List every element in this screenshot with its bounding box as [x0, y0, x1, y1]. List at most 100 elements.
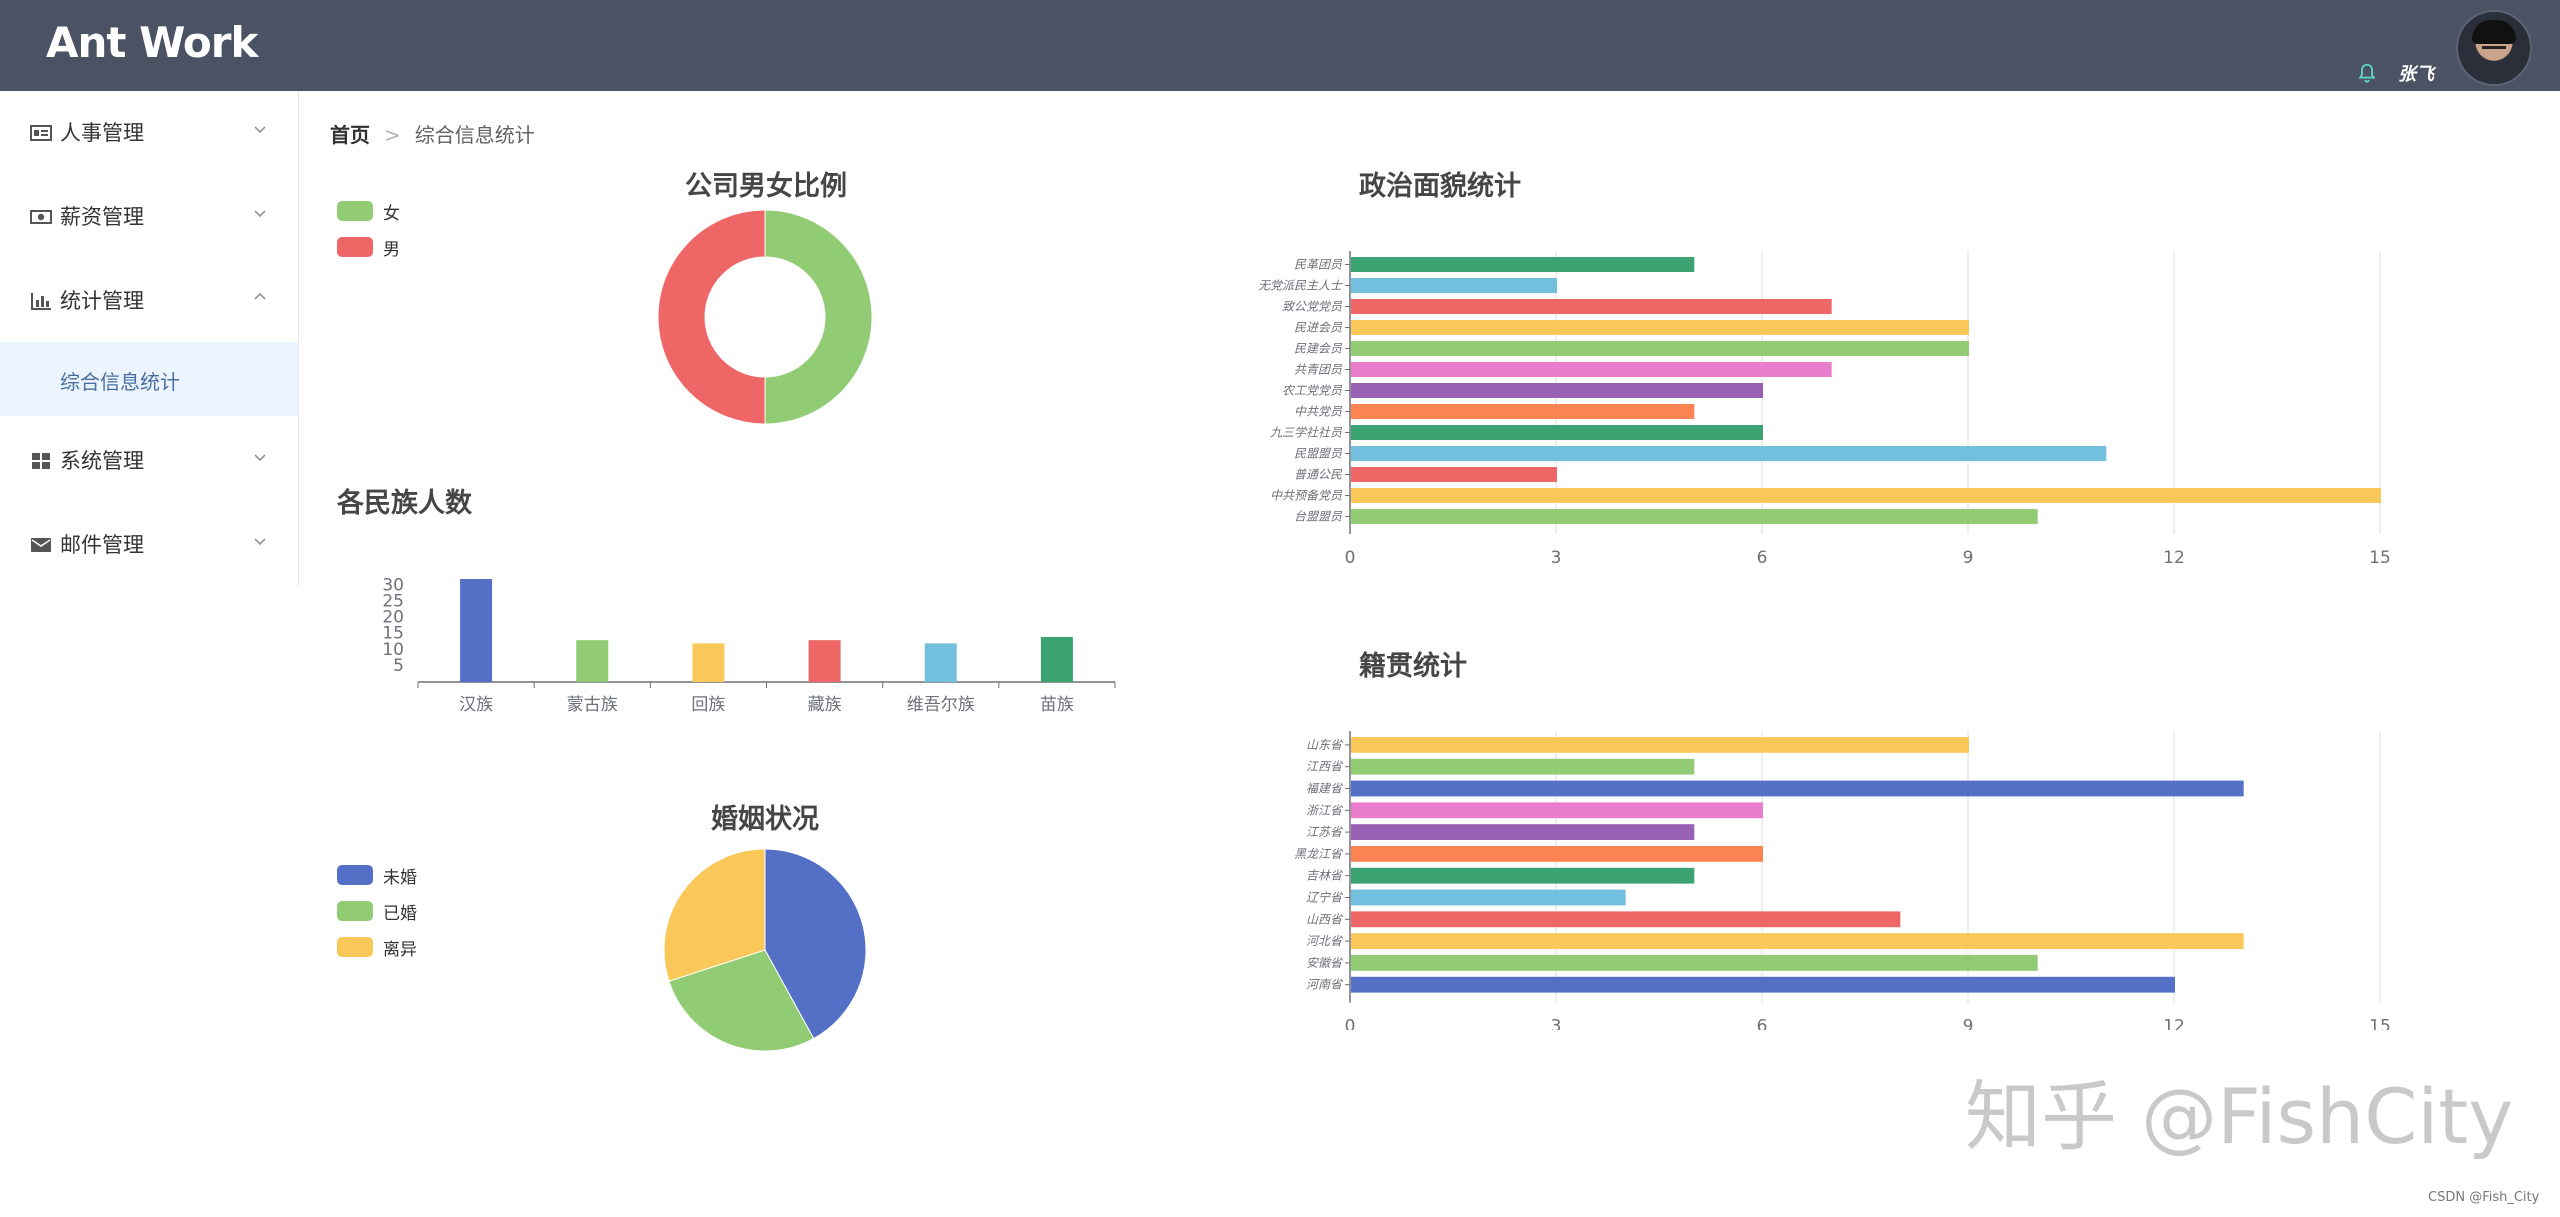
legend-label: 男 — [383, 239, 400, 260]
legend-swatch — [337, 201, 373, 221]
sidebar-item-label: 人事管理 — [60, 121, 144, 145]
gender-donut-chart — [657, 209, 873, 425]
bar-回族[interactable] — [692, 643, 725, 682]
bar-中共党员[interactable] — [1351, 404, 1695, 419]
sidebar-item-hr[interactable]: 人事管理 — [0, 91, 298, 175]
pie-slice-未婚[interactable] — [764, 848, 867, 1040]
bar-chart-icon — [31, 293, 51, 310]
legend-marriage: 未婚 已婚 离异 — [337, 857, 417, 965]
bar-蒙古族[interactable] — [576, 640, 609, 682]
pie-slice-男[interactable] — [657, 209, 766, 425]
bar-维吾尔族[interactable] — [924, 643, 957, 682]
x-tick-label: 回族 — [691, 695, 725, 715]
envelope-icon — [31, 538, 51, 552]
x-tick-label: 3 — [1551, 1017, 1562, 1030]
y-tick-label: 江西省 — [1306, 760, 1344, 774]
legend-item[interactable]: 已婚 — [337, 893, 417, 929]
x-tick-label: 6 — [1757, 548, 1768, 568]
sidebar-item-salary[interactable]: 薪资管理 — [0, 175, 298, 259]
y-tick-label: 致公党党员 — [1282, 300, 1343, 314]
bar-共青团员[interactable] — [1351, 362, 1832, 377]
bar-汉族[interactable] — [460, 579, 493, 682]
avatar[interactable] — [2456, 10, 2532, 86]
bar-江苏省[interactable] — [1351, 824, 1695, 840]
chevron-down-icon — [254, 454, 266, 462]
app-logo[interactable]: Ant Work — [46, 18, 258, 67]
legend-label: 离异 — [383, 939, 417, 960]
bar-浙江省[interactable] — [1351, 802, 1763, 819]
sidebar-item-mail[interactable]: 邮件管理 — [0, 503, 298, 587]
bar-中共预备党员[interactable] — [1351, 488, 2381, 503]
pie-slice-离异[interactable] — [663, 848, 766, 982]
marriage-pie-chart — [663, 848, 867, 1052]
sidebar-item-statistics[interactable]: 统计管理 — [0, 259, 298, 343]
bar-无党派民主人士[interactable] — [1351, 278, 1557, 293]
bar-民建会员[interactable] — [1351, 341, 1969, 356]
bar-福建省[interactable] — [1351, 780, 2244, 797]
sidebar-item-label: 邮件管理 — [60, 533, 144, 557]
y-tick-label: 九三学社社员 — [1270, 426, 1343, 440]
chart-title-ethnic: 各民族人数 — [337, 488, 472, 519]
credit-text: CSDN @Fish_City — [2428, 1190, 2540, 1205]
y-tick-label: 无党派民主人士 — [1258, 279, 1343, 293]
legend-swatch — [337, 865, 373, 885]
legend-swatch — [337, 237, 373, 257]
pie-slice-已婚[interactable] — [668, 949, 815, 1052]
sidebar-item-label: 系统管理 — [60, 449, 144, 473]
breadcrumb-separator-icon: > — [384, 123, 401, 147]
bar-山西省[interactable] — [1351, 911, 1901, 928]
x-tick-label: 12 — [2163, 548, 2185, 568]
pie-slice-女[interactable] — [764, 209, 873, 425]
legend-label: 已婚 — [383, 903, 417, 924]
chart-title-gender: 公司男女比例 — [685, 171, 847, 202]
legend-item[interactable]: 未婚 — [337, 857, 417, 893]
legend-swatch — [337, 901, 373, 921]
y-tick-label: 黑龙江省 — [1294, 847, 1344, 861]
chart-title-marriage: 婚姻状况 — [711, 804, 819, 835]
bar-黑龙江省[interactable] — [1351, 846, 1763, 862]
bar-民革团员[interactable] — [1351, 257, 1695, 272]
sidebar-subitem-overview[interactable]: 综合信息统计 — [0, 342, 298, 416]
bar-苗族[interactable] — [1040, 636, 1073, 682]
bar-河北省[interactable] — [1351, 933, 2244, 949]
bell-icon[interactable] — [2356, 62, 2378, 84]
y-tick-label: 普通公民 — [1294, 468, 1343, 482]
legend-item[interactable]: 女 — [337, 193, 400, 229]
y-tick-label: 5 — [393, 656, 404, 676]
y-tick-label: 中共预备党员 — [1270, 489, 1343, 503]
x-tick-label: 蒙古族 — [567, 695, 618, 715]
bar-台盟盟员[interactable] — [1351, 509, 2038, 524]
y-tick-label: 民进会员 — [1294, 321, 1343, 335]
x-tick-label: 0 — [1345, 1017, 1356, 1030]
x-tick-label: 苗族 — [1040, 695, 1074, 715]
y-tick-label: 吉林省 — [1306, 869, 1344, 883]
x-tick-label: 9 — [1963, 1017, 1974, 1030]
bar-辽宁省[interactable] — [1351, 889, 1626, 906]
username[interactable]: 张飞 — [2398, 64, 2434, 85]
y-tick-label: 25 — [382, 592, 404, 612]
bar-普通公民[interactable] — [1351, 467, 1557, 482]
bar-九三学社社员[interactable] — [1351, 425, 1763, 440]
legend-item[interactable]: 男 — [337, 229, 400, 265]
bar-民盟盟员[interactable] — [1351, 446, 2107, 461]
bar-吉林省[interactable] — [1351, 867, 1695, 884]
bar-民进会员[interactable] — [1351, 320, 1969, 335]
sidebar-item-system[interactable]: 系统管理 — [0, 419, 298, 503]
bar-河南省[interactable] — [1351, 976, 2175, 993]
bar-安徽省[interactable] — [1351, 955, 2038, 971]
chevron-down-icon — [254, 126, 266, 134]
y-tick-label: 山东省 — [1306, 738, 1344, 752]
x-tick-label: 藏族 — [808, 695, 842, 715]
bar-致公党党员[interactable] — [1351, 299, 1832, 314]
legend-item[interactable]: 离异 — [337, 929, 417, 965]
x-tick-label: 0 — [1345, 548, 1356, 568]
bar-山东省[interactable] — [1351, 737, 1969, 753]
windows-icon — [32, 453, 50, 469]
breadcrumb-home[interactable]: 首页 — [330, 123, 370, 147]
bar-藏族[interactable] — [808, 640, 841, 682]
bar-农工党党员[interactable] — [1351, 383, 1763, 398]
bar-江西省[interactable] — [1351, 758, 1695, 775]
y-tick-label: 民建会员 — [1294, 342, 1343, 356]
hometown-bar-chart: 0 3 6 9 12 15 山东省江西省福建省浙江省江苏省黑龙江省吉林省辽宁省山西省河北省安… — [1294, 731, 2391, 1030]
y-tick-label: 福建省 — [1306, 782, 1344, 796]
